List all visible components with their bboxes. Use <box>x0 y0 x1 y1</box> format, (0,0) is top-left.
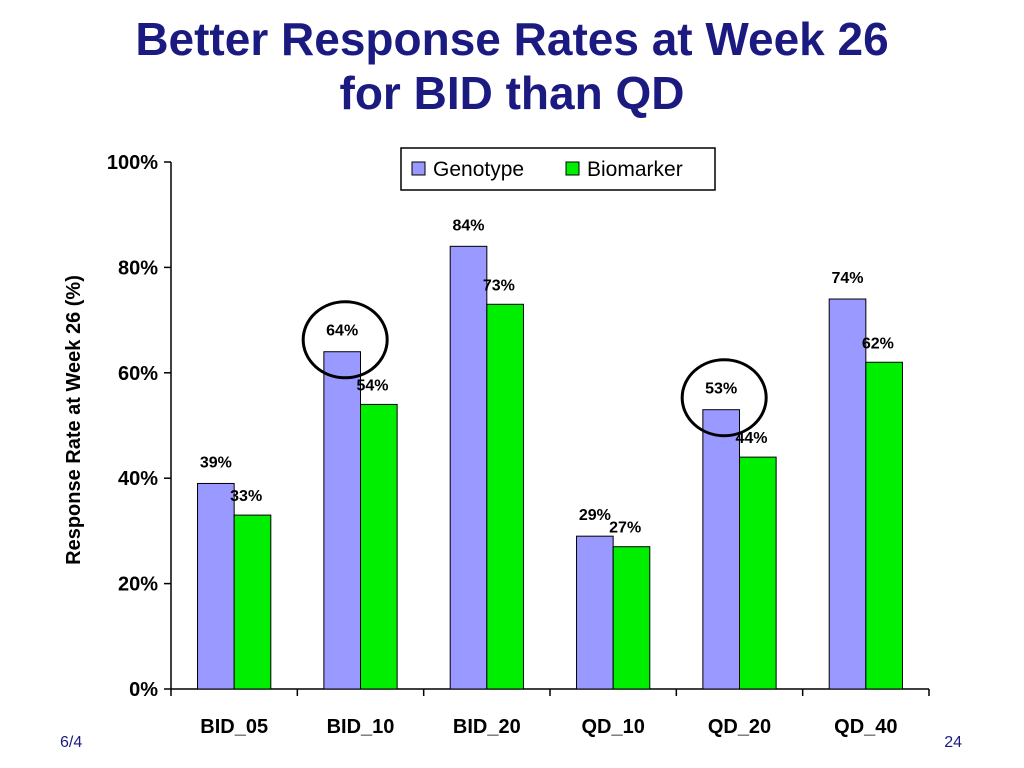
legend-swatch-genotype <box>411 161 426 176</box>
data-label-biomarker-bid-05: 33% <box>230 488 262 505</box>
x-tick-label: BID_20 <box>453 716 521 738</box>
y-tick-label: 60% <box>118 363 158 385</box>
data-label-biomarker-qd-20: 44% <box>735 430 767 447</box>
y-tick-label: 100% <box>107 152 158 174</box>
slide-title: Better Response Rates at Week 26 for BID… <box>0 12 1024 120</box>
x-tick-label: BID_05 <box>200 716 268 738</box>
data-label-biomarker-bid-10: 54% <box>356 377 388 394</box>
y-tick-label: 0% <box>129 679 158 701</box>
bar-genotype-bid-20 <box>449 245 488 690</box>
legend-label-genotype: Genotype <box>433 158 524 181</box>
data-labels: 39% 33% 64% 54% 84% 73% 29%27% 53% 44% 74% 62% <box>200 217 894 536</box>
y-tick-label: 40% <box>118 468 158 490</box>
bar-biomarker-qd-40 <box>865 361 903 690</box>
bar-genotype-qd-40 <box>828 298 867 690</box>
x-axis: BID_05 BID_10 BID_20 QD_10 QD_20 QD_40 <box>170 688 930 738</box>
bar-genotype-bid-05 <box>197 482 235 690</box>
y-tick-label: 80% <box>118 257 158 279</box>
legend-swatch-biomarker <box>565 161 580 176</box>
x-tick-label: QD_20 <box>708 716 771 738</box>
bar-genotype-bid-10 <box>323 351 362 690</box>
highlight-circle-bid-10 <box>301 300 389 380</box>
legend-box <box>400 147 716 191</box>
highlight-circles <box>301 300 768 438</box>
data-label-genotype-bid-05: 39% <box>200 454 232 471</box>
bar-biomarker-bid-20 <box>486 303 524 690</box>
footer-date: 6/4 <box>60 734 83 751</box>
data-label-genotype-qd-20: 53% <box>705 381 737 398</box>
bar-genotype-qd-20 <box>702 409 741 690</box>
x-tick-label: BID_10 <box>327 716 395 738</box>
data-label-genotype-qd-10: 29% <box>579 507 611 524</box>
data-label-genotype-bid-20: 84% <box>452 217 484 234</box>
slide-title-line-2: for BID than QD <box>339 67 685 119</box>
data-label-biomarker-bid-20: 73% <box>483 277 515 294</box>
highlight-circle-qd-20 <box>680 358 768 438</box>
data-label-biomarker-qd-10: 27% <box>609 520 641 537</box>
bar-biomarker-qd-10 <box>612 546 651 690</box>
data-label-genotype-bid-10: 64% <box>326 323 358 340</box>
bars <box>197 245 903 690</box>
data-label-biomarker-qd-40: 62% <box>862 335 894 352</box>
bar-biomarker-bid-10 <box>360 403 398 690</box>
bar-genotype-qd-10 <box>576 535 614 690</box>
y-tick-label: 20% <box>118 574 158 596</box>
legend-label-biomarker: Biomarker <box>587 158 683 181</box>
legend: Genotype Biomarker <box>400 147 716 191</box>
data-label-genotype-qd-40: 74% <box>831 270 863 287</box>
slide-title-line-1: Better Response Rates at Week 26 <box>135 13 889 65</box>
x-tick-label: QD_40 <box>834 716 897 738</box>
page-number: 24 <box>944 734 962 751</box>
x-tick-label: QD_10 <box>581 716 644 738</box>
bar-biomarker-qd-20 <box>739 456 777 690</box>
y-axis-title: Response Rate at Week 26 (%) <box>63 275 85 565</box>
y-axis: 0% 20% 40% 60% 80% 100% <box>107 152 172 701</box>
bar-biomarker-bid-05 <box>233 514 272 690</box>
